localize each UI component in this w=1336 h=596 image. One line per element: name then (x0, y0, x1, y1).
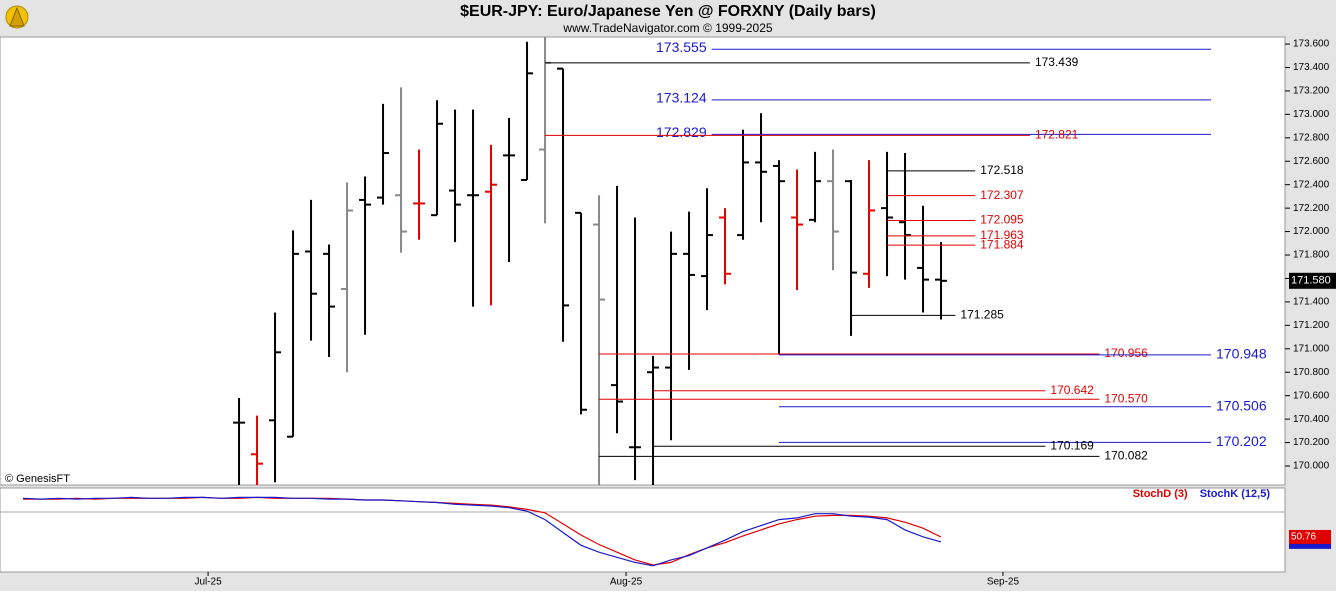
level-label: 173.439 (1035, 55, 1079, 69)
level-label: 172.307 (980, 188, 1024, 202)
chart-title: $EUR-JPY: Euro/Japanese Yen @ FORXNY (Da… (460, 3, 876, 20)
y-tick-label: 170.800 (1293, 367, 1330, 378)
y-tick-label: 170.200 (1293, 437, 1330, 448)
level-label: 173.555 (656, 39, 707, 55)
level-label: 170.082 (1104, 449, 1148, 463)
y-tick-label: 171.800 (1293, 250, 1330, 261)
last-value-label: 50.76 (1291, 532, 1316, 543)
y-tick-label: 172.200 (1293, 203, 1330, 214)
level-label: 170.948 (1216, 346, 1267, 362)
y-tick-label: 172.400 (1293, 179, 1330, 190)
last-value-box (1289, 529, 1331, 544)
stoch-plot (22, 496, 942, 567)
level-label: 171.285 (960, 308, 1004, 322)
level-label: 171.884 (980, 237, 1024, 251)
y-tick-label: 171.000 (1293, 343, 1330, 354)
chart-subtitle: www.TradeNavigator.com © 1999-2025 (562, 21, 772, 35)
x-tick-label: Sep-25 (987, 577, 1020, 588)
level-label: 172.829 (656, 124, 707, 140)
main-plot: 173.555 173.439 173.124 172.829 172.821 172.5… (233, 37, 1267, 485)
y-tick-label: 170.400 (1293, 414, 1330, 425)
y-tick-label: 173.200 (1293, 86, 1330, 97)
y-tick-label: 172.000 (1293, 226, 1330, 237)
logo (5, 5, 29, 29)
legend-entry: StochK (12,5) (1200, 488, 1271, 500)
level-label: 170.202 (1216, 433, 1267, 449)
main-panel (0, 36, 1286, 486)
stoch-panel (0, 487, 1286, 573)
last-price-label: 171.580 (1291, 275, 1331, 287)
axes: 170.000 170.200 170.400 170.600 170.800 171.0… (194, 39, 1336, 588)
y-tick-label: 172.800 (1293, 132, 1330, 143)
y-tick-label: 170.000 (1293, 461, 1330, 472)
x-tick-label: Jul-25 (194, 577, 222, 588)
stoch-line (22, 496, 942, 567)
legend-entry: StochD (3) (1133, 488, 1188, 500)
level-label: 173.124 (656, 90, 707, 106)
y-tick-label: 170.600 (1293, 390, 1330, 401)
y-tick-label: 173.000 (1293, 109, 1330, 120)
level-label: 170.506 (1216, 397, 1267, 413)
y-tick-label: 171.200 (1293, 320, 1330, 331)
level-label: 170.642 (1050, 383, 1094, 397)
last-price-box (1289, 272, 1336, 289)
level-label: 170.956 (1104, 346, 1148, 360)
level-label: 172.821 (1035, 128, 1079, 142)
y-tick-label: 173.400 (1293, 62, 1330, 73)
x-tick-label: Aug-25 (610, 577, 643, 588)
y-tick-label: 173.600 (1293, 39, 1330, 50)
level-label: 170.570 (1104, 391, 1148, 405)
y-tick-label: 172.600 (1293, 156, 1330, 167)
y-tick-label: 171.400 (1293, 297, 1330, 308)
level-label: 171.963 (980, 228, 1024, 242)
level-label: 172.518 (980, 163, 1024, 177)
credit: © GenesisFT (5, 473, 70, 485)
level-label: 170.169 (1050, 438, 1094, 452)
level-label: 172.095 (980, 213, 1024, 227)
